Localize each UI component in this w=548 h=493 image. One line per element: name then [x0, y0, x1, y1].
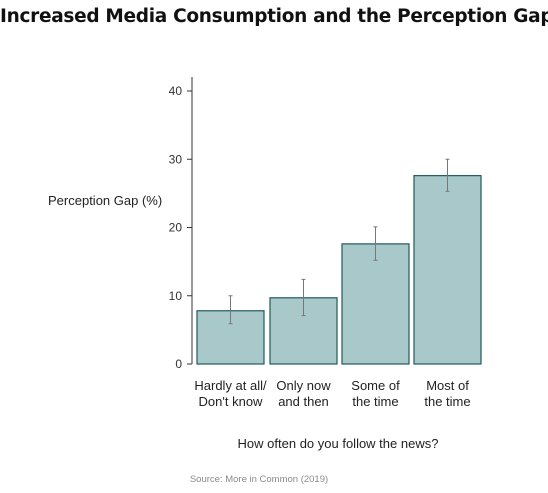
error-bar: [445, 158, 450, 192]
x-tick-label-line: the time: [424, 394, 470, 409]
y-axis-label: Perception Gap (%): [48, 193, 162, 208]
x-tick-label-line: Most of: [426, 378, 469, 393]
error-bar: [301, 278, 306, 317]
error-bar: [228, 295, 233, 325]
error-bars-group: [228, 158, 450, 325]
y-tick-label: 0: [175, 357, 182, 371]
x-tick-label: Most of the time: [424, 378, 470, 409]
x-tick-label-line: Don't know: [199, 394, 264, 409]
y-tick-label: 30: [169, 152, 183, 166]
x-axis-label: How often do you follow the news?: [238, 436, 439, 451]
x-tick-label-line: the time: [352, 394, 398, 409]
bar: [413, 175, 482, 365]
x-tick-label: Some of the time: [351, 378, 400, 409]
x-tick-label-line: and then: [278, 394, 329, 409]
source-note: Source: More in Common (2019): [190, 474, 328, 485]
bars-group: [196, 175, 482, 365]
category-labels: Hardly at all/Don't know Only now and then…: [194, 378, 470, 409]
x-tick-label-line: Hardly at all/: [194, 378, 267, 393]
chart-title: Increased Media Consumption and the Perc…: [0, 6, 548, 27]
y-tick-label: 40: [169, 84, 183, 98]
y-axis: 0 10 20 30 40: [169, 77, 193, 371]
y-tick-label: 10: [169, 289, 183, 303]
error-bar: [373, 226, 378, 261]
x-tick-label-line: Some of: [351, 378, 400, 393]
y-tick-label: 20: [169, 221, 183, 235]
x-tick-label: Only now and then: [276, 378, 331, 409]
x-tick-label: Hardly at all/Don't know: [194, 378, 267, 409]
bar: [341, 243, 410, 365]
x-tick-label-line: Only now: [276, 378, 331, 393]
